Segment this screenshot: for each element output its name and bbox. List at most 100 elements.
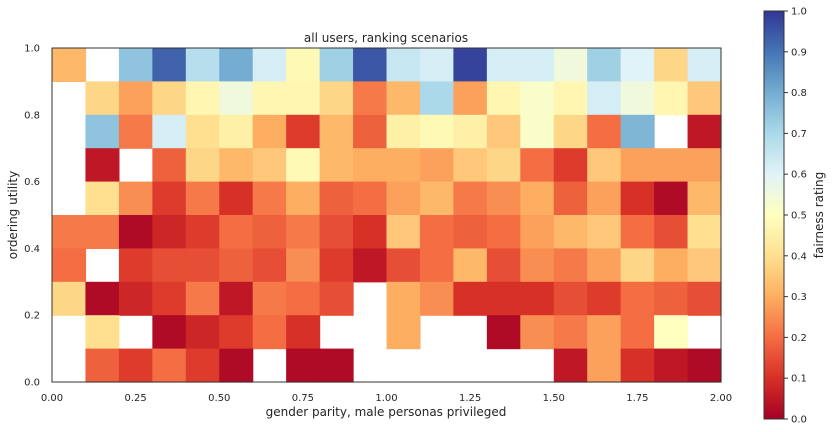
heatmap-cell — [319, 114, 354, 149]
heatmap-cell — [219, 215, 254, 249]
y-tick-label: 0.8 — [24, 110, 40, 121]
x-axis-ticks: 0.00 0.25 0.50 0.75 1.00 1.25 1.50 1.75 2.00 — [41, 393, 732, 404]
heatmap-cell — [587, 215, 622, 249]
heatmap-cell — [620, 114, 655, 149]
y-tick-label: 0.0 — [24, 378, 40, 389]
heatmap-cell — [319, 348, 354, 383]
heatmap-cell — [319, 81, 354, 116]
heatmap-cell — [386, 48, 421, 82]
heatmap-cell — [85, 148, 120, 183]
heatmap-cell — [152, 181, 187, 216]
heatmap-cell — [486, 315, 521, 350]
y-tick-label: 0.6 — [24, 177, 40, 188]
heatmap-cell — [419, 248, 454, 283]
heatmap-cell — [353, 215, 388, 249]
heatmap-cell — [353, 81, 388, 116]
heatmap-cell — [118, 181, 153, 216]
x-tick-label: 0.50 — [208, 393, 230, 404]
heatmap-cell — [587, 348, 622, 383]
colorbar-tick-label: 0.3 — [791, 292, 807, 303]
colorbar-tick-label: 0.2 — [791, 333, 807, 344]
heatmap-cell — [419, 181, 454, 216]
heatmap-cell — [587, 81, 622, 116]
heatmap-cell — [553, 215, 588, 249]
heatmap-cell — [486, 114, 521, 149]
plot-frame — [51, 47, 722, 383]
heatmap-cell — [118, 48, 153, 82]
heatmap-cell — [319, 215, 354, 249]
heatmap-cell — [654, 281, 689, 316]
y-axis-ticks: 0.0 0.2 0.4 0.6 0.8 1.0 — [24, 44, 40, 389]
heatmap-cell — [687, 215, 722, 249]
heatmap-cell — [620, 315, 655, 350]
heatmap-cell — [453, 48, 488, 82]
heatmap-cell — [587, 114, 622, 149]
heatmap-cell — [520, 248, 555, 283]
colorbar-tick-label: 0.1 — [791, 374, 807, 385]
heatmap-cell — [286, 181, 321, 216]
x-axis-label: gender parity, male personas privileged — [266, 405, 507, 419]
heatmap-cell — [587, 315, 622, 350]
heatmap-cell — [486, 181, 521, 216]
x-tick-label: 0.25 — [124, 393, 146, 404]
heatmap-cell — [553, 281, 588, 316]
heatmap-cell — [252, 48, 287, 82]
heatmap-cell — [654, 181, 689, 216]
heatmap-cell — [319, 148, 354, 183]
heatmap-cell — [118, 114, 153, 149]
heatmap-cell — [520, 181, 555, 216]
heatmap-cells — [52, 48, 722, 383]
heatmap-cell — [319, 48, 354, 82]
heatmap-cell — [687, 248, 722, 283]
y-tick-label: 0.2 — [24, 311, 40, 322]
heatmap-cell — [152, 48, 187, 82]
heatmap-cell — [185, 348, 220, 383]
heatmap-cell — [252, 315, 287, 350]
heatmap-cell — [520, 281, 555, 316]
x-tick-label: 1.50 — [543, 393, 565, 404]
heatmap-cell — [486, 81, 521, 116]
heatmap-cell — [386, 281, 421, 316]
colorbar-tick-label: 0.9 — [791, 47, 807, 58]
heatmap-cell — [252, 181, 287, 216]
heatmap-cell — [620, 48, 655, 82]
x-tick-label: 1.75 — [626, 393, 648, 404]
colorbar-tick-label: 0.0 — [791, 415, 807, 426]
heatmap-cell — [118, 81, 153, 116]
heatmap-cell — [286, 315, 321, 350]
heatmap-cell — [219, 181, 254, 216]
heatmap-cell — [587, 148, 622, 183]
heatmap-cell — [185, 181, 220, 216]
heatmap-cell — [453, 281, 488, 316]
heatmap-cell — [85, 315, 120, 350]
heatmap-cell — [118, 215, 153, 249]
heatmap-cell — [185, 148, 220, 183]
heatmap-cell — [587, 248, 622, 283]
heatmap-cell — [419, 48, 454, 82]
heatmap-cell — [520, 48, 555, 82]
heatmap-cell — [654, 348, 689, 383]
heatmap-cell — [319, 248, 354, 283]
heatmap-cell — [85, 181, 120, 216]
heatmap-cell — [553, 148, 588, 183]
heatmap-cell — [520, 215, 555, 249]
heatmap-cell — [286, 281, 321, 316]
heatmap-cell — [453, 215, 488, 249]
heatmap-cell — [386, 248, 421, 283]
heatmap-cell — [353, 181, 388, 216]
heatmap-cell — [386, 148, 421, 183]
heatmap-cell — [219, 48, 254, 82]
heatmap-cell — [286, 48, 321, 82]
heatmap-cell — [219, 81, 254, 116]
heatmap-cell — [219, 148, 254, 183]
colorbar-tick-label: 0.4 — [791, 251, 807, 262]
heatmap-cell — [286, 148, 321, 183]
heatmap-cell — [654, 315, 689, 350]
heatmap-cell — [185, 215, 220, 249]
heatmap-cell — [386, 81, 421, 116]
heatmap-cell — [286, 248, 321, 283]
heatmap-cell — [152, 215, 187, 249]
heatmap-cell — [553, 248, 588, 283]
heatmap-cell — [252, 281, 287, 316]
